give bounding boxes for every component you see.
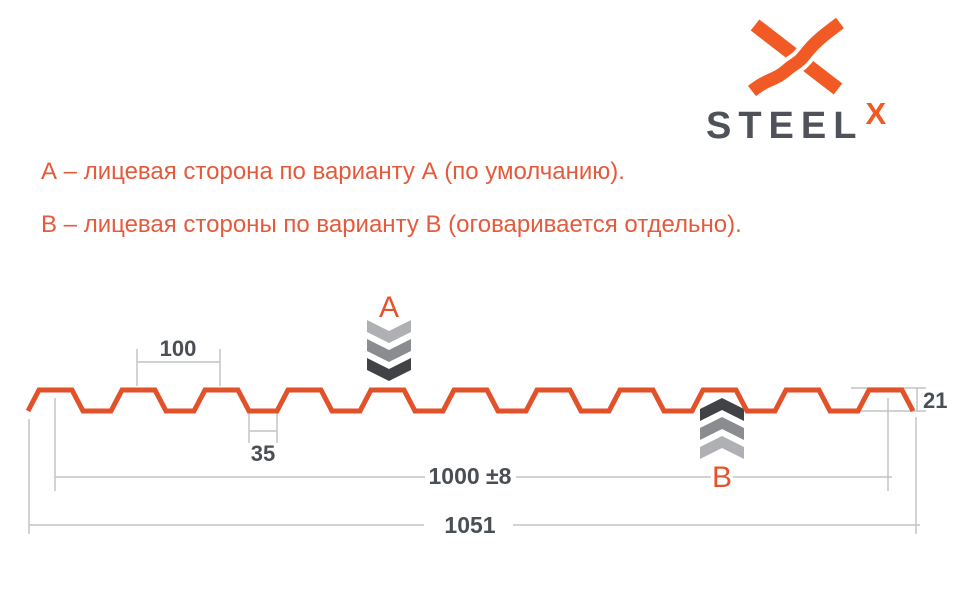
chevron-up-medium-icon <box>700 417 744 440</box>
marker-b-label: В <box>712 461 732 494</box>
marker-b: В <box>700 398 744 498</box>
dim-pitch-value: 100 <box>160 336 197 361</box>
marker-a: А <box>367 291 411 381</box>
chevron-up-light-icon <box>700 436 744 459</box>
note-variant-a: А – лицевая сторона по варианту А (по ум… <box>41 158 625 185</box>
dim-working-value: 1000 ±8 <box>429 463 512 489</box>
marker-a-label: А <box>379 291 399 324</box>
dimension-working-width: 1000 ±8 <box>54 398 892 491</box>
dimension-pitch: 100 <box>136 336 221 386</box>
profile-outline <box>25 387 916 414</box>
dim-height-value: 21 <box>923 388 947 413</box>
chevron-up-dark-icon <box>700 398 744 421</box>
dimension-height: 21 <box>851 387 947 413</box>
note-variant-b: В – лицевая стороны по варианту В (огова… <box>41 211 742 238</box>
chevron-down-medium-icon <box>367 339 411 362</box>
dimension-overall-width: 1051 <box>28 417 920 538</box>
dim-overall-value: 1051 <box>444 512 495 538</box>
brand-name: STEEL <box>706 105 864 147</box>
logo-slash-curve <box>748 17 844 97</box>
brand-wordmark: STEELX <box>706 96 886 150</box>
brand-sup-x: X <box>865 96 887 131</box>
steelx-logo-icon <box>748 14 846 98</box>
dim-valley-value: 35 <box>251 441 275 466</box>
chevron-down-dark-icon <box>367 358 411 381</box>
dimension-valley: 35 <box>248 412 278 466</box>
chevron-down-light-icon <box>367 320 411 343</box>
